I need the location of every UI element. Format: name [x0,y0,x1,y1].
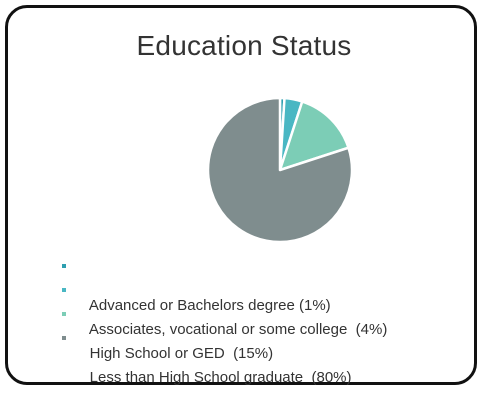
legend-bullet-icon [62,264,66,268]
legend-item-advanced: Advanced or Bachelors degree (1%) [62,256,387,314]
legend-bullet-icon [62,336,66,340]
chart-title: Education Status [136,30,352,61]
legend-label: High School or GED (15%) [89,345,274,362]
legend-item-associates: Associates, vocational or some college (… [62,280,387,338]
legend-item-less-than-high-school: Less than High School graduate (80%) [62,328,387,386]
legend-item-high-school: High School or GED (15%) [62,304,387,362]
legend-label: Associates, vocational or some college (… [88,321,388,338]
pie-slice-3 [206,96,354,244]
legend-bullet-icon [62,312,66,316]
pie-chart [206,96,354,244]
chart-legend: Advanced or Bachelors degree (1%) Associ… [62,256,387,386]
legend-bullet-icon [62,288,66,292]
legend-label: Advanced or Bachelors degree (1%) [88,297,331,314]
legend-label: Less than High School graduate (80%) [89,369,352,386]
